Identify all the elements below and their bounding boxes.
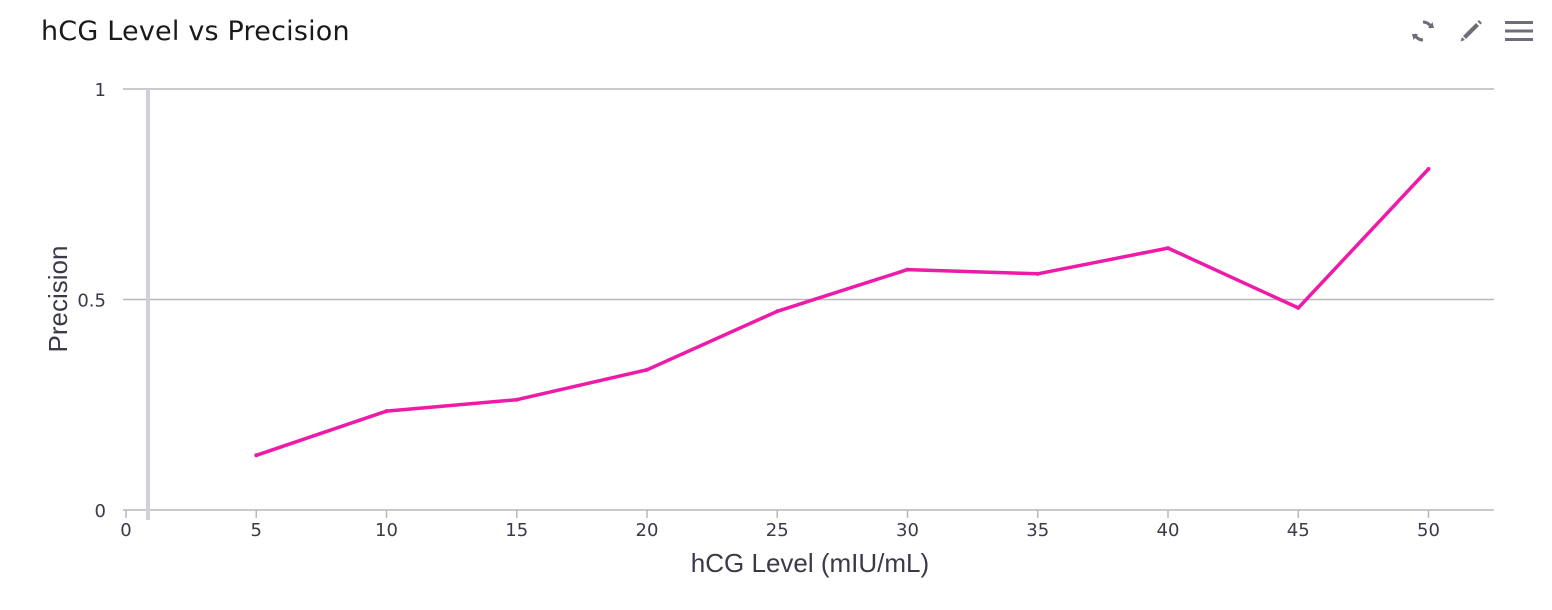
data-point <box>514 397 519 402</box>
hamburger-menu-icon <box>1505 21 1533 41</box>
chart-toolbar <box>1406 14 1536 48</box>
x-axis-title: hCG Level (mIU/mL) <box>691 548 929 578</box>
series-layer <box>254 166 1431 458</box>
y-axis-title: Precision <box>43 246 73 353</box>
x-tick-label: 40 <box>1157 520 1180 541</box>
y-tick-label: 0.5 <box>77 291 106 312</box>
x-tick-label: 30 <box>896 520 919 541</box>
x-tick-label: 10 <box>375 520 398 541</box>
refresh-button[interactable] <box>1406 14 1440 48</box>
data-point <box>1426 166 1431 171</box>
y-tick-label: 0 <box>95 501 106 522</box>
y-axis: 00.51 <box>77 80 150 522</box>
x-tick-label: 20 <box>636 520 659 541</box>
chart-header: hCG Level vs Precision <box>0 0 1552 70</box>
refresh-icon <box>1412 20 1434 42</box>
data-point <box>254 453 259 458</box>
x-tick-label: 15 <box>505 520 528 541</box>
data-point <box>905 267 910 272</box>
x-tick-label: 35 <box>1026 520 1049 541</box>
x-tick-label: 0 <box>120 520 131 541</box>
edit-button[interactable] <box>1454 14 1488 48</box>
chart-title: hCG Level vs Precision <box>41 16 350 47</box>
x-tick-label: 50 <box>1417 520 1440 541</box>
x-tick-label: 25 <box>766 520 789 541</box>
x-tick-label: 45 <box>1287 520 1310 541</box>
data-point <box>1035 271 1040 276</box>
data-point <box>775 309 780 314</box>
series-line <box>254 167 1431 458</box>
data-point <box>645 367 649 372</box>
y-tick-label: 1 <box>95 80 106 101</box>
data-point <box>1166 246 1170 251</box>
menu-button[interactable] <box>1502 14 1536 48</box>
x-tick-label: 5 <box>251 520 262 541</box>
pencil-icon <box>1460 20 1482 42</box>
x-axis: 0 5 10 15 20 25 30 35 40 45 50 <box>120 510 1440 541</box>
data-point <box>384 409 389 414</box>
data-point <box>1296 305 1301 310</box>
